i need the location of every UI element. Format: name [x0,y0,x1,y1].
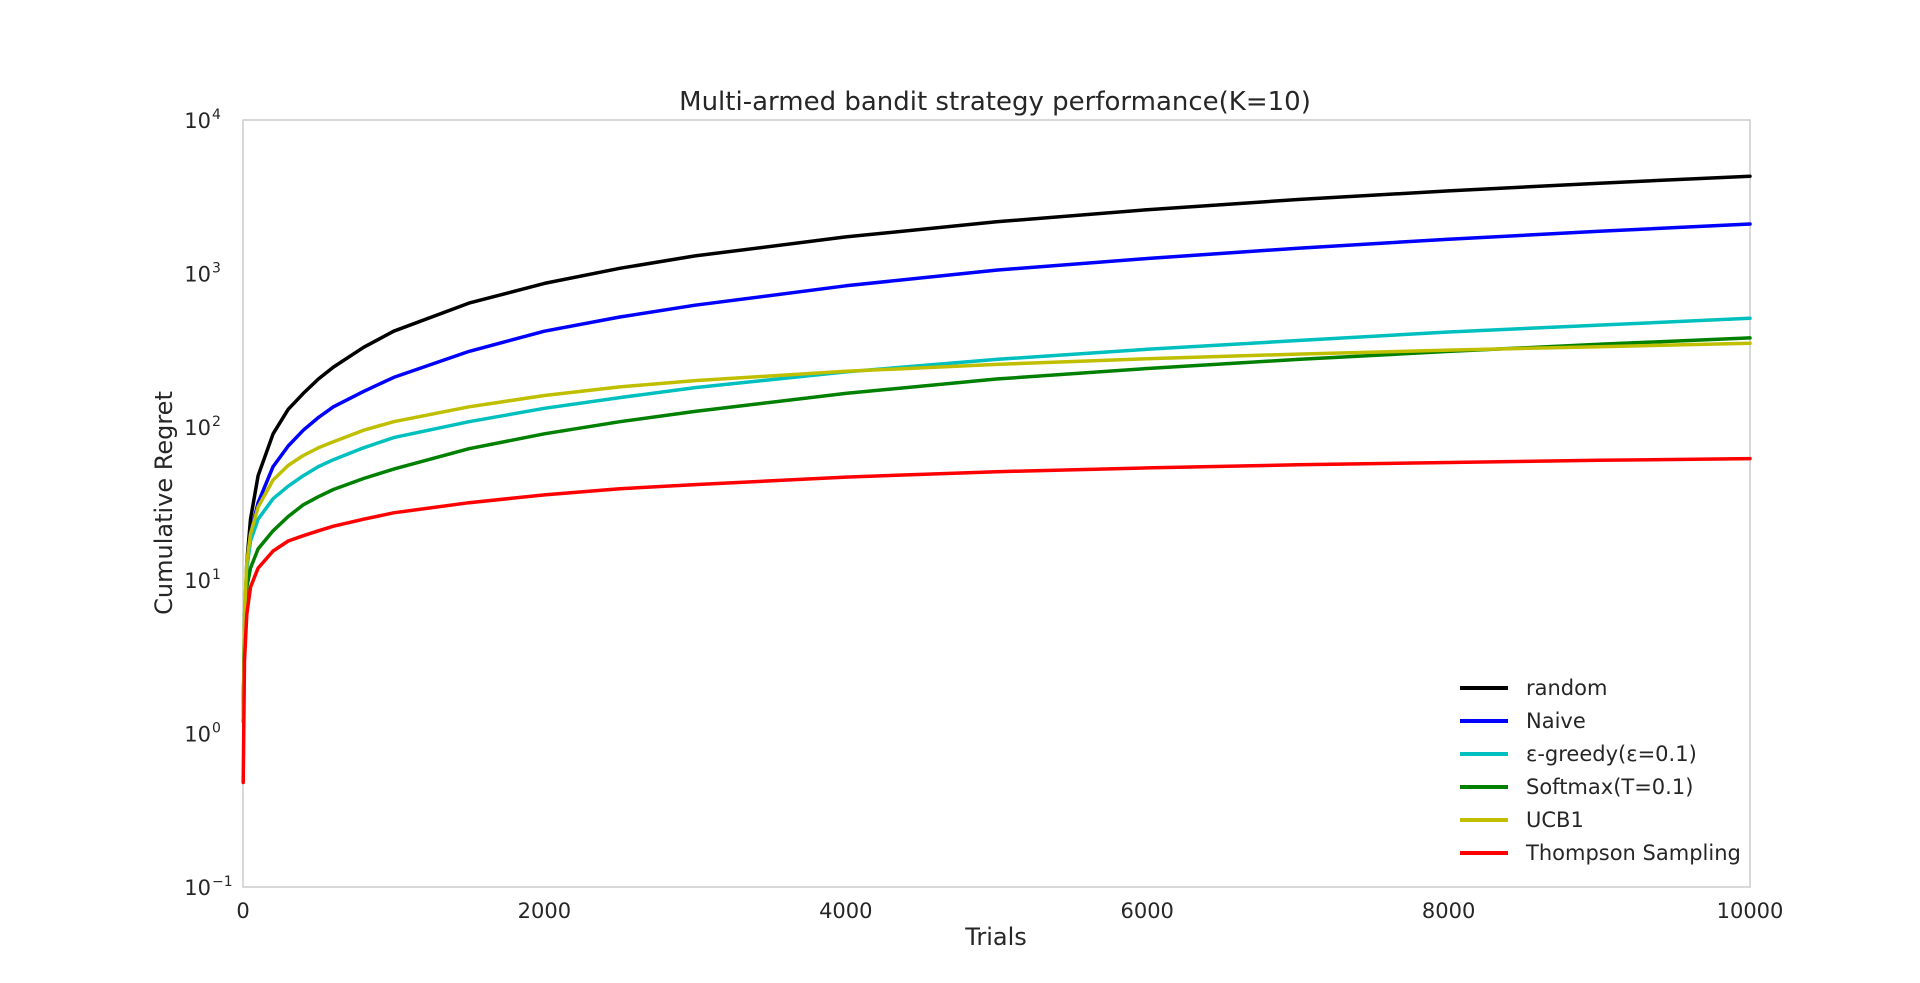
y-tick-exponent: 2 [212,414,221,430]
x-tick-label-0: 0 [236,899,249,923]
y-tick-exponent: 0 [212,721,221,737]
y-tick-label-3: 10 2 [184,414,221,440]
legend: random Naive ε-greedy(ε=0.1) Softmax(T=0.1)… [1460,676,1741,865]
legend-label-3: Softmax(T=0.1) [1526,775,1693,799]
legend-label-0: random [1526,676,1607,700]
series-line-3 [241,336,1752,724]
legend-label-1: Naive [1526,709,1586,733]
y-tick-base: 10 [184,723,211,747]
legend-label-2: ε-greedy(ε=0.1) [1526,742,1697,766]
x-tick-label-3: 6000 [1120,899,1173,923]
series-line-2 [241,316,1752,724]
y-tick-label-4: 10 3 [184,260,221,286]
y-tick-exponent: −1 [212,874,233,890]
y-tick-base: 10 [184,876,211,900]
y-tick-base: 10 [184,416,211,440]
series-lines [241,174,1752,785]
y-tick-base: 10 [184,109,211,133]
y-tick-base: 10 [184,262,211,286]
y-tick-exponent: 4 [212,107,221,123]
x-axis-ticks: 0 2000 4000 6000 8000 10000 [236,899,1783,923]
legend-label-4: UCB1 [1526,808,1584,832]
legend-label-5: Thompson Sampling [1525,841,1741,865]
y-tick-label-0: 10 −1 [184,874,232,900]
x-tick-label-2: 4000 [819,899,872,923]
x-tick-label-1: 2000 [518,899,571,923]
plot-area-frame [242,119,1751,888]
y-tick-label-5: 10 4 [184,107,221,133]
x-tick-label-4: 8000 [1422,899,1475,923]
y-tick-exponent: 1 [212,567,221,583]
series-line-5 [241,456,1752,785]
series-line-4 [241,341,1752,724]
x-tick-label-5: 10000 [1717,899,1784,923]
y-tick-base: 10 [184,569,211,593]
y-tick-exponent: 3 [212,260,221,276]
y-tick-label-1: 10 0 [184,721,221,747]
y-axis-label: Cumulative Regret [150,391,178,615]
chart-title: Multi-armed bandit strategy performance(… [679,87,1311,117]
x-axis-label: Trials [964,923,1027,951]
y-tick-label-2: 10 1 [184,567,221,593]
series-line-0 [241,174,1752,724]
